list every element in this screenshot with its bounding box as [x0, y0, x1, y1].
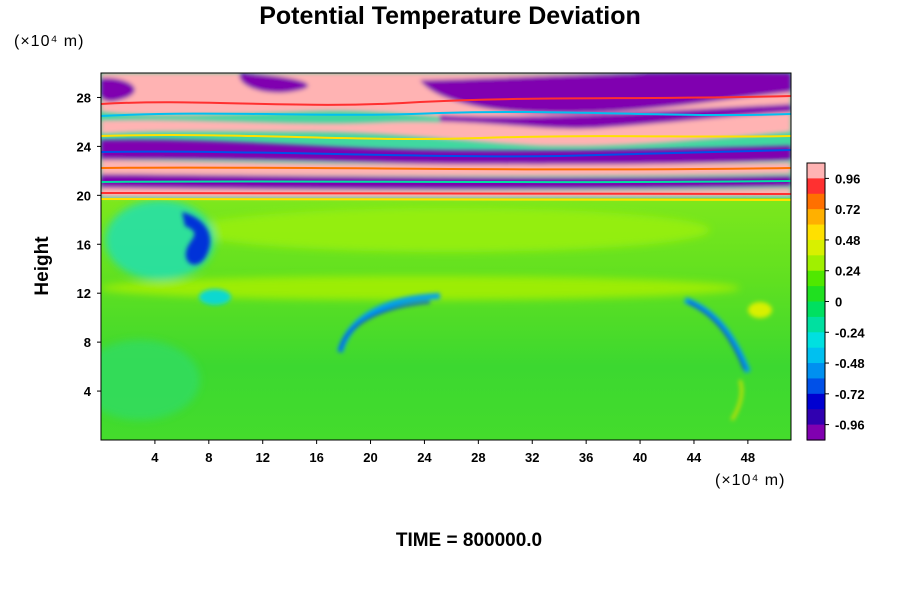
colorbar-swatch [807, 178, 825, 195]
y-tick-label: 16 [77, 237, 91, 252]
x-tick-label: 48 [741, 450, 755, 465]
colorbar-swatch [807, 209, 825, 226]
x-tick-label: 32 [525, 450, 539, 465]
colorbar-label: -0.48 [835, 356, 865, 371]
colorbar-label: 0.96 [835, 171, 860, 186]
colorbar: 0.96 0.72 0.48 0.24 0 -0.24 -0.48 -0.72 -0.96 [806, 162, 865, 441]
y-axis: 4 8 12 16 20 24 28 [77, 90, 101, 399]
colorbar-swatch [807, 239, 825, 256]
x-tick-label: 40 [633, 450, 647, 465]
chart-title: Potential Temperature Deviation [259, 2, 641, 30]
colorbar-swatch [807, 316, 825, 333]
x-tick-label: 16 [309, 450, 323, 465]
y-tick-label: 24 [77, 139, 92, 154]
x-tick-label: 28 [471, 450, 485, 465]
colorbar-swatch [807, 393, 825, 410]
colorbar-swatch [807, 378, 825, 395]
colorbar-swatch [807, 193, 825, 210]
x-axis-unit: (×10⁴ m) [715, 472, 786, 489]
colorbar-swatch [807, 347, 825, 364]
x-tick-label: 36 [579, 450, 593, 465]
x-tick-label: 8 [205, 450, 212, 465]
colorbar-swatch [807, 255, 825, 272]
colorbar-label: 0.72 [835, 202, 860, 217]
colorbar-swatch [807, 424, 825, 441]
colorbar-swatch [807, 332, 825, 349]
colorbar-label: -0.72 [835, 387, 865, 402]
time-label: TIME = 800000.0 [395, 530, 543, 551]
y-axis-unit: (×10⁴ m) [14, 33, 85, 50]
colorbar-label: -0.96 [835, 418, 865, 433]
colorbar-swatch [807, 270, 825, 287]
colorbar-swatch [807, 224, 825, 241]
colorbar-label: -0.24 [835, 325, 865, 340]
colorbar-label: 0.24 [835, 264, 861, 279]
colorbar-swatch [807, 363, 825, 380]
colorbar-label: 0.48 [835, 233, 860, 248]
y-tick-label: 8 [84, 335, 91, 350]
colorbar-swatch [807, 163, 825, 179]
colorbar-swatch [807, 301, 825, 318]
x-tick-label: 44 [687, 450, 702, 465]
x-tick-label: 12 [255, 450, 269, 465]
y-tick-label: 12 [77, 286, 91, 301]
x-tick-label: 20 [363, 450, 377, 465]
y-tick-label: 4 [84, 384, 92, 399]
y-tick-label: 20 [77, 188, 91, 203]
plot-frame [100, 72, 792, 441]
colorbar-swatch [807, 409, 825, 426]
x-tick-label: 24 [417, 450, 432, 465]
x-tick-label: 4 [151, 450, 159, 465]
heatmap-field [101, 73, 791, 440]
colorbar-label: 0 [835, 295, 842, 310]
y-tick-label: 28 [77, 90, 91, 105]
colorbar-swatch [807, 286, 825, 303]
x-axis: 4 8 12 16 20 24 28 32 36 40 44 48 [151, 440, 755, 465]
